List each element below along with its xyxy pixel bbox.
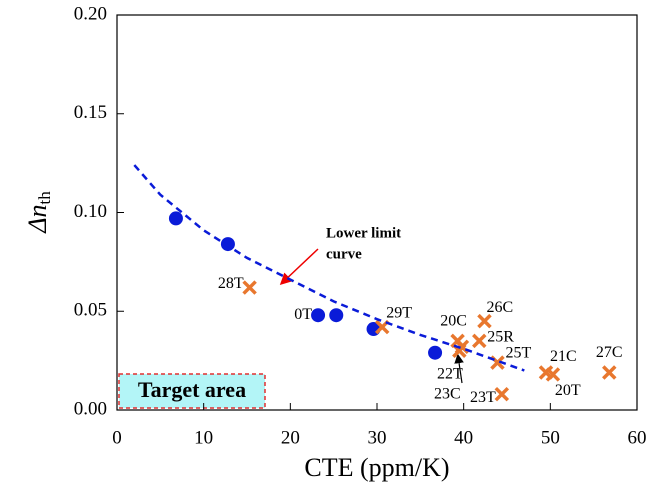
point-label: 25T (505, 344, 531, 361)
point (494, 386, 510, 402)
point (329, 308, 344, 323)
y-tick-label: 0.20 (74, 3, 107, 24)
y-title-main: Δn (23, 204, 52, 233)
point (472, 333, 487, 349)
x-tick-label: 10 (194, 427, 213, 448)
y-tick-label: 0.15 (74, 102, 107, 123)
point (428, 345, 443, 360)
point (602, 365, 617, 380)
x-tick-label: 40 (454, 427, 473, 448)
y-title-sub: th (35, 191, 54, 205)
label-arrow (454, 353, 464, 384)
x-tick-label: 30 (368, 427, 387, 448)
point-label: 23C (434, 385, 461, 402)
curve (133, 164, 525, 372)
point-label: 27C (596, 344, 623, 361)
point-label: 28T (218, 275, 244, 292)
x-axis-title: CTE (ppm/K) (304, 453, 449, 482)
point-label: 23T (470, 389, 496, 406)
point-label: 25R (487, 329, 514, 346)
target-box (118, 373, 266, 409)
annotation: Lower limit (326, 225, 401, 241)
point-label: 26C (486, 299, 513, 316)
point-label: 22T (437, 365, 463, 382)
y-axis-title: Δnth (23, 191, 54, 234)
annotation: curve (326, 246, 362, 262)
point-label: 20T (555, 382, 581, 399)
point (545, 367, 561, 382)
point-label: 0T (294, 306, 312, 323)
point (311, 308, 326, 323)
point-label: 21C (550, 348, 577, 365)
point-label: 29T (386, 305, 412, 322)
x-tick-label: 60 (628, 427, 647, 448)
point (168, 211, 183, 226)
x-tick-label: 20 (281, 427, 300, 448)
x-tick-label: 50 (541, 427, 560, 448)
x-tick-label: 0 (112, 427, 122, 448)
point (242, 280, 257, 295)
y-tick-label: 0.10 (74, 201, 107, 222)
point (477, 313, 492, 329)
target-label: Target area (138, 377, 246, 402)
y-tick-label: 0.05 (74, 300, 107, 321)
point-label: 20C (440, 313, 467, 330)
annotation-arrow (279, 248, 319, 286)
y-tick-label: 0.00 (74, 398, 107, 419)
point (220, 237, 235, 252)
